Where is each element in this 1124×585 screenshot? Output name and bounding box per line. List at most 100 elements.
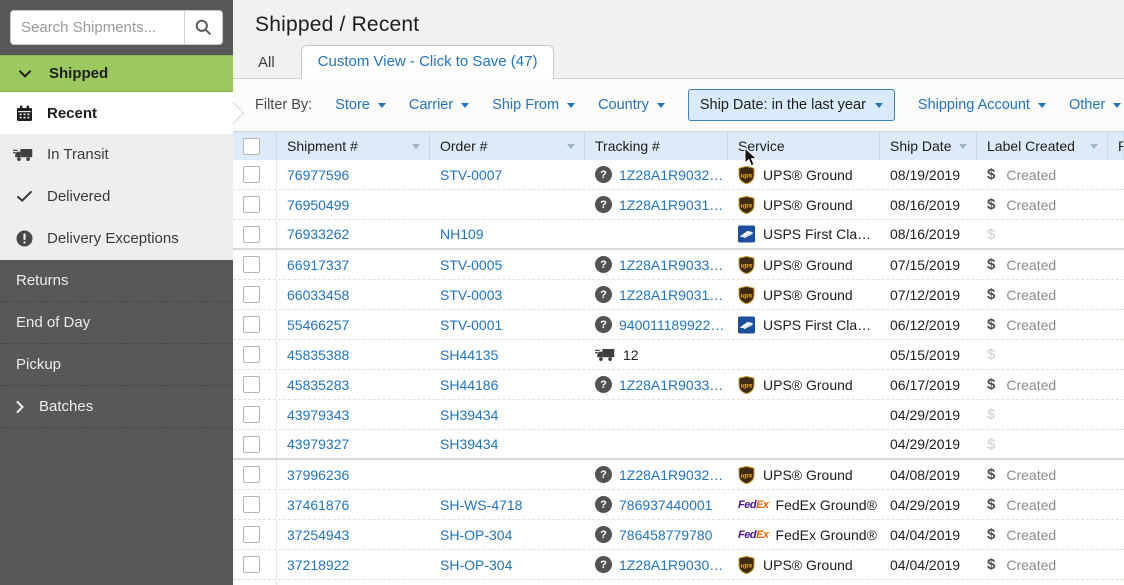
- question-icon[interactable]: ?: [595, 256, 612, 273]
- shipment-link[interactable]: 55466257: [287, 316, 350, 333]
- order-link[interactable]: SH39434: [440, 406, 499, 423]
- shipment-link[interactable]: 43979327: [287, 436, 350, 452]
- question-icon[interactable]: ?: [595, 286, 612, 303]
- order-link[interactable]: STV-0001: [440, 316, 503, 333]
- order-link[interactable]: STV-0003: [440, 286, 503, 303]
- sidebar-item-shipped[interactable]: Shipped: [0, 55, 233, 92]
- sidebar-item-delivery-exceptions[interactable]: Delivery Exceptions: [0, 218, 233, 260]
- sidebar-item-batches[interactable]: Batches: [0, 386, 233, 428]
- tracking-link[interactable]: 1Z28A1R9032…: [619, 166, 724, 183]
- select-all-checkbox[interactable]: [243, 137, 260, 155]
- tracking-link[interactable]: 786458779780: [619, 526, 713, 543]
- order-link[interactable]: NH109: [440, 226, 484, 242]
- truck-icon: [595, 348, 615, 361]
- sidebar-item-delivered[interactable]: Delivered: [0, 176, 233, 218]
- row-checkbox[interactable]: [243, 286, 260, 303]
- sidebar-item-in-transit[interactable]: In Transit: [0, 134, 233, 176]
- shipment-link[interactable]: 37254943: [287, 526, 350, 543]
- column-header-service[interactable]: Service: [728, 132, 880, 160]
- cell-ship-date: 08/19/2019: [880, 160, 977, 189]
- sidebar-item-label: Delivered: [47, 188, 111, 205]
- cell-order: [430, 190, 585, 219]
- column-header-rate[interactable]: Rate: [1108, 132, 1124, 160]
- shipment-link[interactable]: 37996236: [287, 466, 350, 483]
- question-icon[interactable]: ?: [595, 466, 612, 483]
- filter-dropdown-other[interactable]: Other: [1069, 97, 1122, 113]
- row-checkbox[interactable]: [243, 466, 260, 483]
- rate-dollar-icon: $: [987, 166, 996, 183]
- shipment-link[interactable]: 76933262: [287, 226, 350, 242]
- shipment-link[interactable]: 45835283: [287, 376, 350, 393]
- row-checkbox[interactable]: [243, 406, 260, 423]
- row-checkbox[interactable]: [243, 225, 260, 243]
- question-icon[interactable]: ?: [595, 376, 612, 393]
- sidebar-bottom-menu: Returns End of Day Pickup Batches: [0, 260, 233, 585]
- row-select-cell: [233, 580, 277, 585]
- question-icon[interactable]: ?: [595, 316, 612, 333]
- column-header-shipment[interactable]: Shipment #: [277, 132, 430, 160]
- tracking-link[interactable]: 1Z28A1R9032…: [619, 466, 724, 483]
- question-icon[interactable]: ?: [595, 526, 612, 543]
- tracking-link[interactable]: 1Z28A1R9033…: [619, 256, 724, 273]
- row-checkbox[interactable]: [243, 435, 260, 453]
- shipment-link[interactable]: 45835388: [287, 346, 350, 363]
- shipment-link[interactable]: 66033458: [287, 286, 350, 303]
- sidebar-item-end-of-day[interactable]: End of Day: [0, 302, 233, 344]
- column-header-order[interactable]: Order #: [430, 132, 585, 160]
- order-link[interactable]: SH44135: [440, 346, 499, 363]
- filter-dropdown-shipping-account[interactable]: Shipping Account: [918, 97, 1046, 113]
- filter-dropdown-store[interactable]: Store: [335, 97, 386, 113]
- order-link[interactable]: SH-WS-4718: [440, 496, 523, 513]
- filter-dropdown-ship-from[interactable]: Ship From: [492, 97, 576, 113]
- order-link[interactable]: SH-OP-304: [440, 556, 513, 573]
- row-checkbox[interactable]: [243, 256, 260, 273]
- tab-all[interactable]: All: [258, 54, 275, 71]
- select-all-header-cell[interactable]: [233, 132, 277, 160]
- tracking-link[interactable]: 1Z28A1R9031…: [619, 196, 724, 213]
- shipment-link[interactable]: 43979343: [287, 406, 350, 423]
- row-checkbox[interactable]: [243, 526, 260, 543]
- column-header-label[interactable]: Label Created: [977, 132, 1108, 160]
- column-header-tracking[interactable]: Tracking #: [585, 132, 728, 160]
- row-checkbox[interactable]: [243, 496, 260, 513]
- order-link[interactable]: SH-OP-304: [440, 526, 513, 543]
- sidebar-item-pickup[interactable]: Pickup: [0, 344, 233, 386]
- row-checkbox[interactable]: [243, 346, 260, 363]
- shipment-link[interactable]: 66917337: [287, 256, 350, 273]
- tracking-link[interactable]: 1Z28A1R9030…: [619, 556, 724, 573]
- order-link[interactable]: SH39434: [440, 436, 499, 452]
- shipment-link[interactable]: 37218922: [287, 556, 350, 573]
- column-header-label: Label Created: [987, 138, 1075, 154]
- search-input[interactable]: [11, 11, 184, 44]
- tracking-link[interactable]: 940011189922…: [619, 316, 725, 333]
- filter-chip-ship-date[interactable]: Ship Date: in the last year: [687, 89, 895, 121]
- sidebar-item-recent[interactable]: Recent: [0, 92, 233, 134]
- tracking-link[interactable]: 1Z28A1R9031…: [619, 286, 724, 303]
- row-checkbox[interactable]: [243, 166, 260, 183]
- filter-dropdown-country[interactable]: Country: [598, 97, 665, 113]
- order-link[interactable]: STV-0005: [440, 256, 503, 273]
- row-checkbox[interactable]: [243, 556, 260, 573]
- question-icon[interactable]: ?: [595, 556, 612, 573]
- sidebar-item-returns[interactable]: Returns: [0, 260, 233, 302]
- question-icon[interactable]: ?: [595, 496, 612, 513]
- row-checkbox[interactable]: [243, 196, 260, 213]
- table-row: 45835283 SH44186? 1Z28A1R9033… ups UPS® Grou…: [233, 370, 1124, 400]
- column-header-date[interactable]: Ship Date: [880, 132, 977, 160]
- order-link[interactable]: SH44186: [440, 376, 499, 393]
- filter-dropdown-carrier[interactable]: Carrier: [409, 97, 470, 113]
- shipment-link[interactable]: 76977596: [287, 166, 350, 183]
- order-link[interactable]: STV-0007: [440, 166, 503, 183]
- row-checkbox[interactable]: [243, 376, 260, 393]
- tracking-link[interactable]: 1Z28A1R9033…: [619, 376, 724, 393]
- tab-custom-view[interactable]: Custom View - Click to Save (47): [300, 45, 555, 79]
- question-icon[interactable]: ?: [595, 166, 612, 183]
- cell-label-created: $ Created: [977, 310, 1108, 339]
- question-icon[interactable]: ?: [595, 196, 612, 213]
- row-checkbox[interactable]: [243, 316, 260, 333]
- search-button[interactable]: [184, 11, 222, 44]
- shipment-link[interactable]: 76950499: [287, 196, 350, 213]
- tracking-link[interactable]: 786937440001: [619, 496, 713, 513]
- shipment-link[interactable]: 37461876: [287, 496, 350, 513]
- cell-label-created: $ Created: [977, 490, 1108, 519]
